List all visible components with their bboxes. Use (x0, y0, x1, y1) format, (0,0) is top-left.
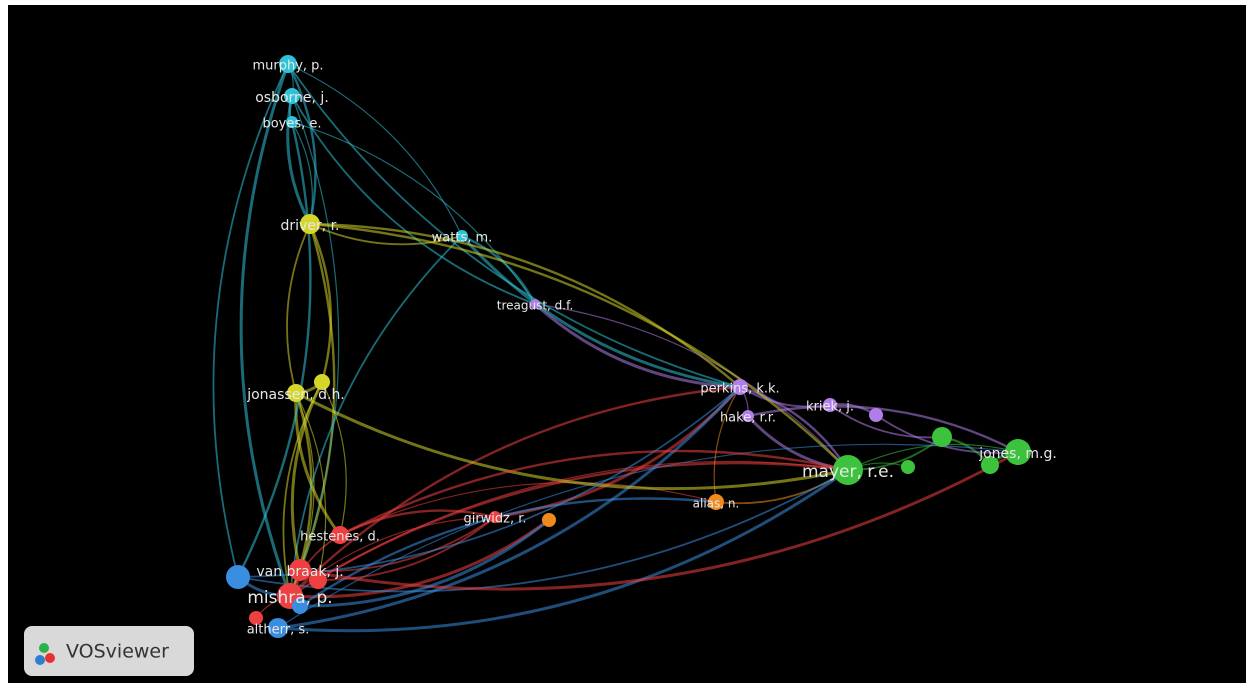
node-label: jonassen, d.h. (246, 387, 345, 403)
node (287, 384, 305, 402)
edge (286, 95, 312, 225)
logo-icon (45, 653, 55, 663)
node-label: driver, r. (280, 218, 339, 234)
nodes (226, 55, 1031, 638)
logo-text: VOSviewer (66, 641, 169, 663)
node-label: watts, m. (432, 231, 493, 246)
node (732, 379, 748, 395)
node-label: kriek, j. (806, 400, 854, 415)
node-label: alias, n. (693, 497, 740, 511)
node-label: treagust, d.f. (497, 299, 574, 313)
node-label: girwidz, r. (463, 512, 526, 527)
edge (295, 391, 849, 491)
logo-icon (35, 655, 45, 665)
node (300, 214, 320, 234)
node (292, 598, 308, 614)
edge (277, 468, 849, 633)
edge (286, 223, 311, 394)
edge (299, 450, 1019, 591)
node (279, 55, 297, 73)
edge (277, 385, 742, 630)
logo-box[interactable] (24, 626, 194, 676)
edge (295, 392, 327, 581)
edge (747, 405, 1019, 454)
node (530, 299, 540, 309)
edge (277, 443, 1019, 629)
node (456, 230, 468, 242)
node-label: osborne, j. (255, 90, 329, 106)
node (869, 408, 883, 422)
edge (287, 63, 463, 237)
edge (291, 121, 313, 225)
edge (286, 63, 317, 225)
edge (239, 63, 292, 597)
node-label: van braak, j. (256, 564, 343, 580)
edge (299, 518, 550, 608)
edge (309, 222, 849, 471)
node (289, 559, 311, 581)
edge (291, 121, 536, 305)
edge (739, 385, 850, 471)
node-label: altherr, s. (247, 623, 310, 638)
labels: murphy, p. osborne, j. boyes, e. driver, r.… (246, 59, 1057, 638)
edge (289, 235, 463, 597)
node-label: mishra, p. (247, 588, 332, 608)
node-label: mayer, r.e. (802, 462, 894, 482)
edge (290, 381, 324, 571)
node (284, 88, 300, 104)
edge (533, 302, 741, 389)
edge (309, 223, 463, 246)
node (833, 455, 863, 485)
node-label: jones, m.g. (978, 446, 1057, 462)
node-label: murphy, p. (252, 59, 323, 74)
node (901, 460, 915, 474)
node (542, 513, 556, 527)
node (489, 511, 501, 523)
edge (317, 460, 849, 581)
edge (309, 222, 741, 388)
edge (289, 518, 550, 599)
edge (212, 63, 289, 578)
node (331, 526, 349, 544)
edge (339, 482, 717, 536)
edge (460, 235, 741, 389)
edge (291, 95, 536, 305)
node-label: boyes, e. (262, 117, 321, 132)
node (314, 374, 330, 390)
node (742, 410, 754, 422)
node (981, 456, 999, 474)
edge (534, 303, 849, 471)
node (226, 565, 250, 589)
node (823, 398, 837, 412)
node (932, 427, 952, 447)
edge (287, 63, 741, 388)
node-label: hake, r.r. (720, 411, 776, 426)
node (1005, 439, 1031, 465)
edge (339, 449, 849, 537)
edge (308, 223, 333, 383)
node-label: perkins, k.k. (700, 382, 779, 397)
logo[interactable]: VOSviewer (24, 626, 194, 676)
node-label: hestenes, d. (300, 530, 380, 545)
logo-icon (39, 643, 49, 653)
edge (321, 381, 347, 536)
node (309, 571, 327, 589)
edge (829, 404, 943, 439)
node (249, 611, 263, 625)
edge (713, 386, 741, 503)
node (708, 494, 724, 510)
edge (236, 121, 312, 578)
node (286, 116, 298, 128)
edge (289, 385, 741, 597)
node (268, 618, 288, 638)
